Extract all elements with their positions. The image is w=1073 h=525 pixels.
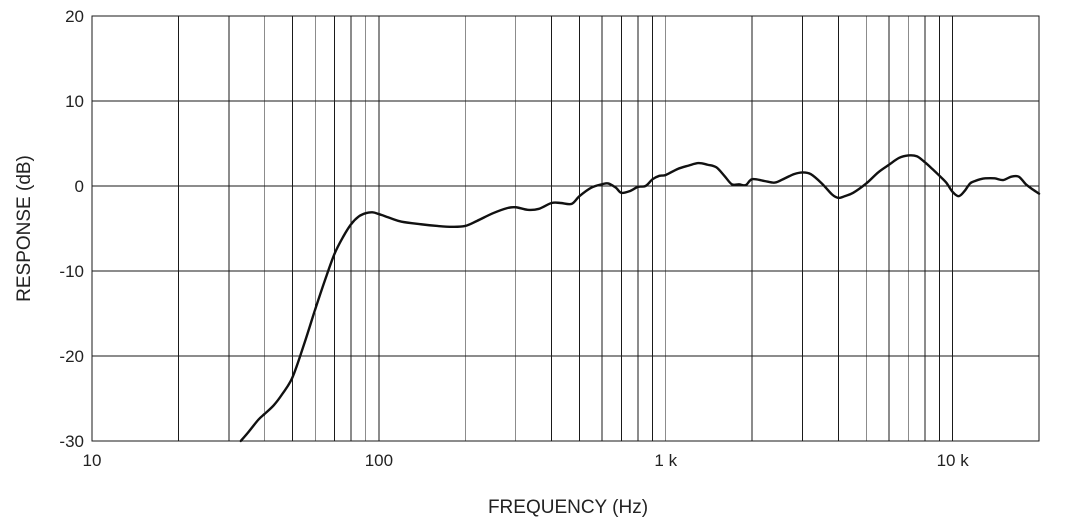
- y-tick-label: 20: [65, 7, 84, 26]
- x-tick-label: 1 k: [654, 451, 677, 470]
- x-tick-label: 100: [365, 451, 393, 470]
- plot-frame: [91, 15, 1040, 442]
- y-tick-label: -10: [59, 262, 84, 281]
- major-gridlines: [91, 15, 1039, 442]
- series-line: [239, 154, 1041, 443]
- x-tick-label: 10 k: [937, 451, 970, 470]
- x-tick-label: 10: [83, 451, 102, 470]
- y-tick-label: -20: [59, 347, 84, 366]
- x-axis-title: FREQUENCY (Hz): [488, 497, 648, 518]
- minor-gridlines: [177, 16, 940, 441]
- y-tick-labels: 20 10 0 -10 -20 -30: [59, 7, 84, 451]
- x-tick-labels: 10 100 1 k 10 k: [83, 451, 970, 470]
- y-tick-label: 0: [75, 177, 84, 196]
- y-tick-label: -30: [59, 432, 84, 451]
- y-tick-label: 10: [65, 92, 84, 111]
- y-axis-title: RESPONSE (dB): [14, 155, 35, 302]
